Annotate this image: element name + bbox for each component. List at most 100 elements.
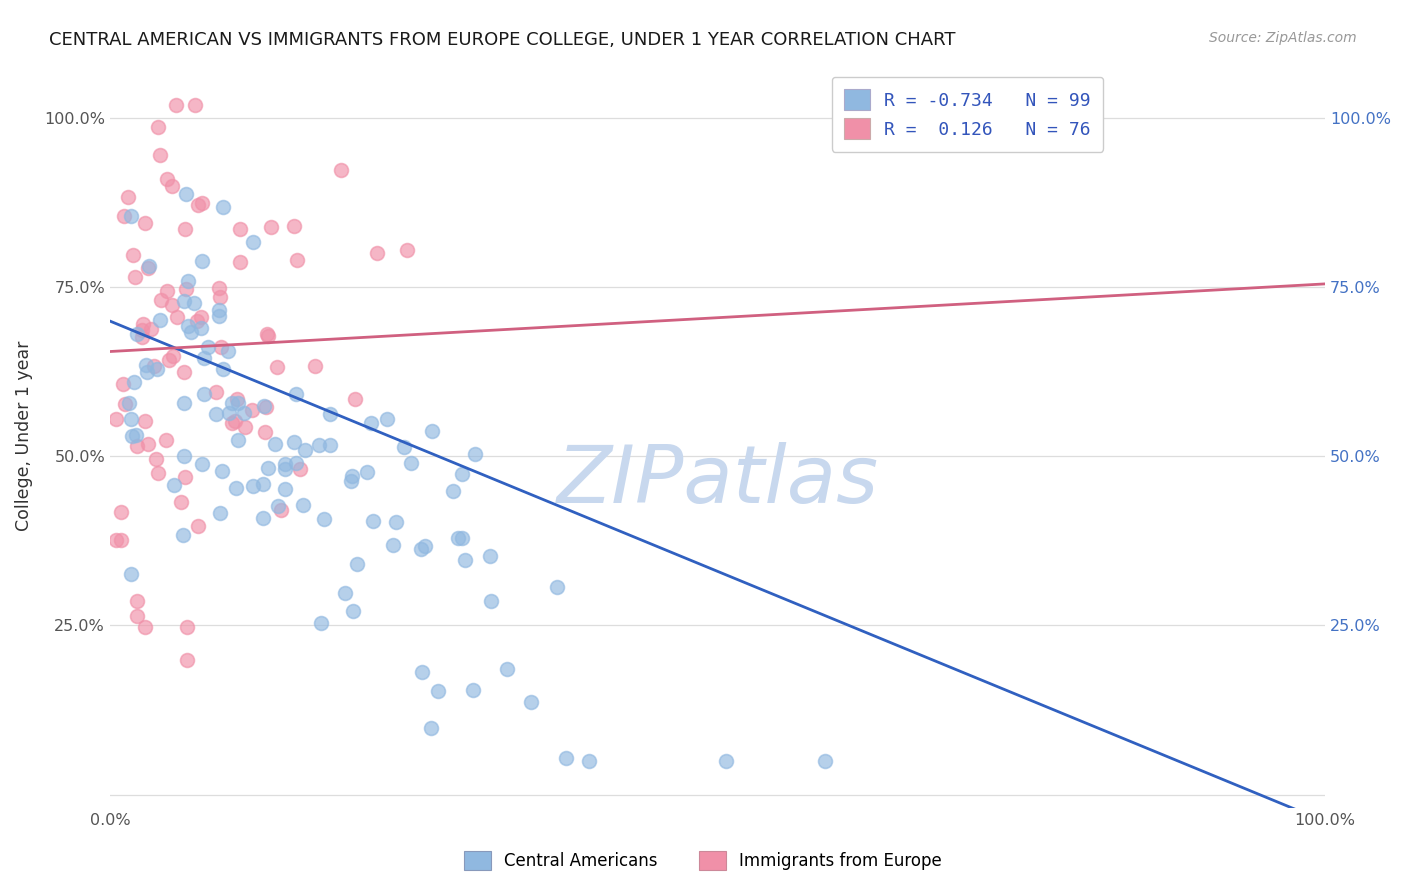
Point (329, 162, 352, 177)
Point (177, 275, 200, 289)
Point (274, 462, 297, 476)
Point (221, 417, 243, 431)
Point (127, 439, 149, 453)
Point (447, 531, 470, 545)
Point (114, 397, 136, 411)
Point (174, 222, 197, 236)
Point (309, 615, 332, 630)
Point (174, 470, 197, 484)
Point (226, 434, 249, 448)
Point (266, 360, 288, 375)
Point (131, 330, 153, 344)
Point (176, 653, 198, 667)
Point (160, 298, 183, 312)
Point (288, 462, 311, 476)
Point (520, 695, 543, 709)
Point (319, 437, 342, 451)
Point (381, 539, 404, 553)
Point (554, 750, 576, 764)
Point (225, 481, 247, 495)
Point (340, 474, 363, 488)
Point (186, 314, 208, 328)
Point (343, 392, 366, 406)
Point (312, 512, 335, 526)
Point (208, 290, 231, 304)
Point (304, 359, 326, 373)
Point (145, 452, 167, 467)
Point (411, 542, 433, 557)
Point (496, 662, 519, 676)
Point (105, 412, 128, 426)
Point (208, 303, 231, 318)
Point (333, 585, 356, 599)
Point (120, 566, 142, 581)
Point (120, 411, 142, 425)
Point (814, 754, 837, 768)
Point (413, 539, 436, 553)
Point (420, 721, 443, 735)
Point (208, 309, 231, 323)
Point (252, 511, 274, 525)
Point (291, 499, 314, 513)
Point (163, 478, 186, 492)
Point (209, 340, 232, 354)
Point (131, 318, 153, 332)
Point (173, 365, 195, 379)
Point (135, 365, 157, 379)
Point (121, 248, 143, 262)
Point (124, 269, 146, 284)
Point (208, 506, 231, 520)
Point (356, 465, 378, 479)
Point (165, 97, 187, 112)
Point (256, 327, 278, 342)
Point (479, 593, 502, 607)
Point (267, 500, 290, 514)
Point (464, 447, 486, 461)
Point (211, 464, 233, 478)
Point (218, 406, 240, 420)
Point (229, 254, 252, 268)
Point (105, 533, 128, 547)
Point (121, 428, 143, 442)
Point (308, 438, 330, 452)
Point (319, 408, 342, 422)
Point (342, 604, 364, 618)
Point (146, 362, 169, 376)
Point (191, 253, 214, 268)
Point (411, 665, 433, 679)
Point (224, 414, 246, 428)
Point (716, 754, 738, 768)
Point (283, 434, 305, 449)
Point (146, 120, 169, 135)
Point (454, 553, 477, 567)
Point (174, 282, 197, 296)
Point (252, 476, 274, 491)
Point (211, 362, 233, 376)
Point (184, 97, 207, 112)
Point (170, 495, 193, 509)
Point (125, 594, 148, 608)
Point (127, 326, 149, 341)
Point (174, 187, 197, 202)
Point (273, 483, 295, 497)
Point (426, 684, 449, 698)
Legend: R = -0.734   N = 99, R =  0.126   N = 76: R = -0.734 N = 99, R = 0.126 N = 76 (832, 77, 1104, 152)
Legend: Central Americans, Immigrants from Europe: Central Americans, Immigrants from Europ… (457, 844, 949, 877)
Point (270, 503, 292, 517)
Point (149, 293, 172, 307)
Point (190, 457, 212, 471)
Point (110, 533, 132, 547)
Point (254, 400, 277, 414)
Point (450, 467, 472, 481)
Text: ZIPatlas: ZIPatlas (557, 442, 879, 520)
Point (190, 310, 212, 325)
Point (285, 456, 308, 470)
Point (441, 484, 464, 499)
Point (284, 387, 307, 401)
Point (226, 396, 249, 410)
Point (125, 608, 148, 623)
Point (450, 531, 472, 545)
Point (197, 340, 219, 354)
Point (420, 424, 443, 438)
Point (340, 469, 363, 483)
